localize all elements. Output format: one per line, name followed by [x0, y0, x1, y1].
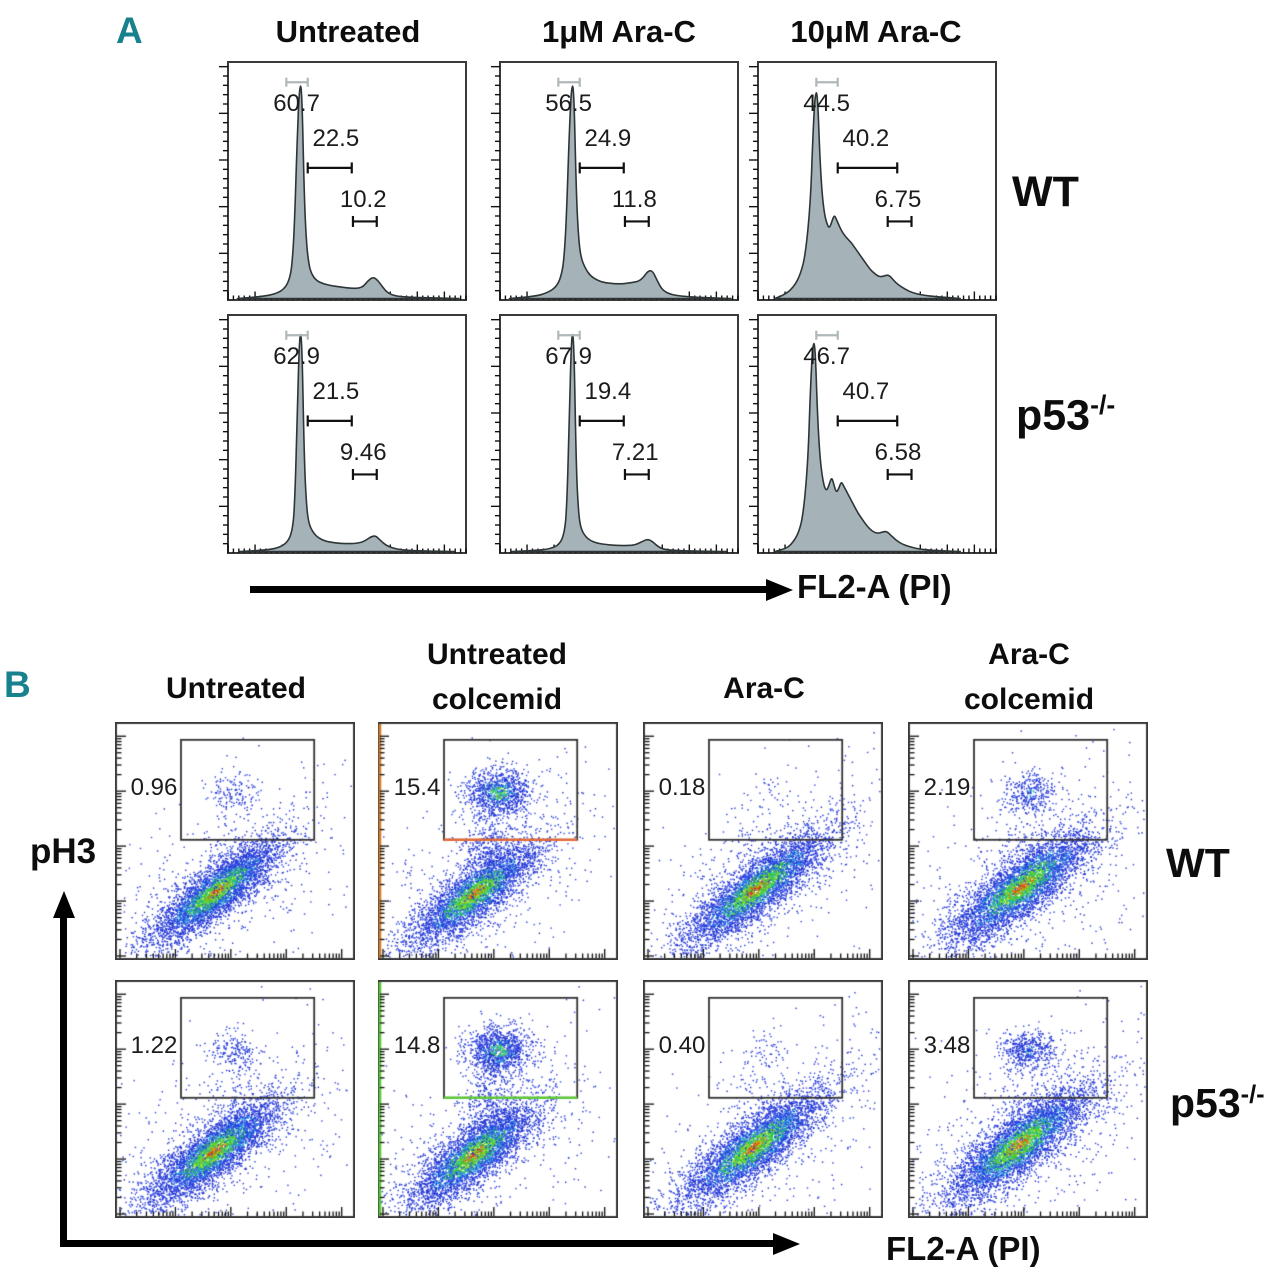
histogram-plot: [491, 61, 739, 301]
gate-percentage-label: 0.96: [130, 773, 178, 801]
scatter-plot: [643, 722, 883, 960]
histogram-curve: [236, 85, 460, 300]
panel-a-column-header: 1μM Ara-C: [542, 14, 696, 49]
panel-b-column-header-line: colcemid: [431, 683, 563, 716]
histogram-curve: [773, 342, 962, 553]
gate-value-label: 7.21: [611, 439, 659, 467]
scatter-plot: [115, 980, 355, 1218]
gate-value-label: 56.5: [545, 89, 592, 117]
scatter-plot: [378, 980, 618, 1218]
gate-percentage-label: 15.4: [393, 773, 441, 801]
scatter-plot: [378, 722, 618, 960]
gate-percentage-label: 0.18: [658, 773, 706, 801]
gate-value-label: 11.8: [611, 186, 657, 214]
scatter-plot: [115, 722, 355, 960]
panel-b-column-header-line: Ara-C: [723, 672, 805, 705]
panel-b-column-header-line: colcemid: [963, 683, 1095, 716]
plot-frame: [499, 314, 739, 554]
gate-value-label: 21.5: [312, 378, 360, 406]
histogram-curve: [773, 92, 962, 300]
gate-value-label: 9.46: [339, 439, 387, 467]
panel-b-column-header: Ara-C colcemid: [889, 632, 1169, 722]
panel-a-x-axis-arrow-head: [766, 579, 793, 601]
gate-percentage-label: 14.8: [393, 1031, 441, 1059]
gate-percentage-label: 0.40: [658, 1031, 706, 1059]
panel-b-y-axis-arrow-line: [60, 915, 67, 1247]
panel-b-column-header: Untreated colcemid: [357, 632, 637, 722]
gate-value-label: 24.9: [584, 125, 632, 153]
panel-b-letter: B: [4, 664, 31, 705]
gate-value-label: 46.7: [803, 342, 850, 370]
panel-b-column-header: Untreated: [96, 666, 376, 711]
p53-base: p53: [1016, 391, 1091, 440]
gate-value-label: 44.5: [803, 89, 850, 117]
gate-value-label: 40.2: [842, 125, 890, 153]
panel-b-row-label-p53: p53-/-: [1170, 1080, 1265, 1127]
panel-a-letter: A: [116, 10, 143, 51]
plot-frame: [499, 61, 739, 301]
histogram-curve: [508, 85, 732, 300]
histogram-curve: [239, 333, 455, 553]
gate-value-label: 60.7: [273, 89, 320, 117]
panel-b-y-axis-arrow-head: [52, 891, 75, 918]
panel-b-x-axis-label: FL2-A (PI): [886, 1230, 1041, 1267]
panel-a-column-header: Untreated: [275, 14, 421, 49]
scatter-plot: [908, 980, 1148, 1218]
panel-a-x-axis-arrow-line: [250, 586, 768, 593]
gate-percentage-label: 1.22: [130, 1031, 178, 1059]
gate-percentage-label: 3.48: [923, 1031, 971, 1059]
histogram-plot: [749, 314, 997, 554]
panel-b-column-header: Ara-C: [624, 666, 904, 711]
gate-value-label: 62.9: [273, 342, 320, 370]
p53-base: p53: [1170, 1080, 1241, 1126]
panel-b-x-axis-arrow-line: [60, 1240, 775, 1247]
scatter-plot: [643, 980, 883, 1218]
p53-superscript: -/-: [1090, 390, 1116, 420]
gate-value-label: 67.9: [545, 342, 592, 370]
histogram-curve: [511, 333, 727, 553]
histogram-plot: [219, 314, 467, 554]
panel-b-row-label-wt: WT: [1166, 840, 1230, 886]
p53-superscript: -/-: [1240, 1080, 1265, 1109]
gate-percentage-label: 2.19: [923, 773, 971, 801]
panel-a-x-axis-label: FL2-A (PI): [797, 568, 952, 605]
panel-b-column-header-line: Untreated: [165, 672, 307, 705]
panel-b-column-header-line: Ara-C: [988, 638, 1070, 671]
histogram-plot: [491, 314, 739, 554]
gate-value-label: 40.7: [842, 378, 890, 406]
gate-value-label: 6.58: [874, 439, 922, 467]
panel-a-column-header: 10μM Ara-C: [790, 14, 962, 49]
scatter-plot: [908, 722, 1148, 960]
panel-b-column-header-line: Untreated: [426, 638, 568, 671]
gate-value-label: 6.75: [874, 186, 922, 214]
plot-frame: [757, 314, 997, 554]
panel-b-x-axis-arrow-head: [773, 1233, 800, 1255]
panel-a-row-label-p53: p53-/-: [1016, 390, 1115, 440]
plot-frame: [227, 61, 467, 301]
plot-frame: [227, 314, 467, 554]
plot-frame: [757, 61, 997, 301]
histogram-plot: [219, 61, 467, 301]
gate-value-label: 19.4: [584, 378, 632, 406]
panel-a-row-label-wt: WT: [1012, 168, 1079, 216]
gate-value-label: 22.5: [312, 125, 360, 153]
panel-b-y-axis-label: pH3: [30, 832, 97, 871]
histogram-plot: [749, 61, 997, 301]
gate-value-label: 10.2: [339, 186, 387, 214]
